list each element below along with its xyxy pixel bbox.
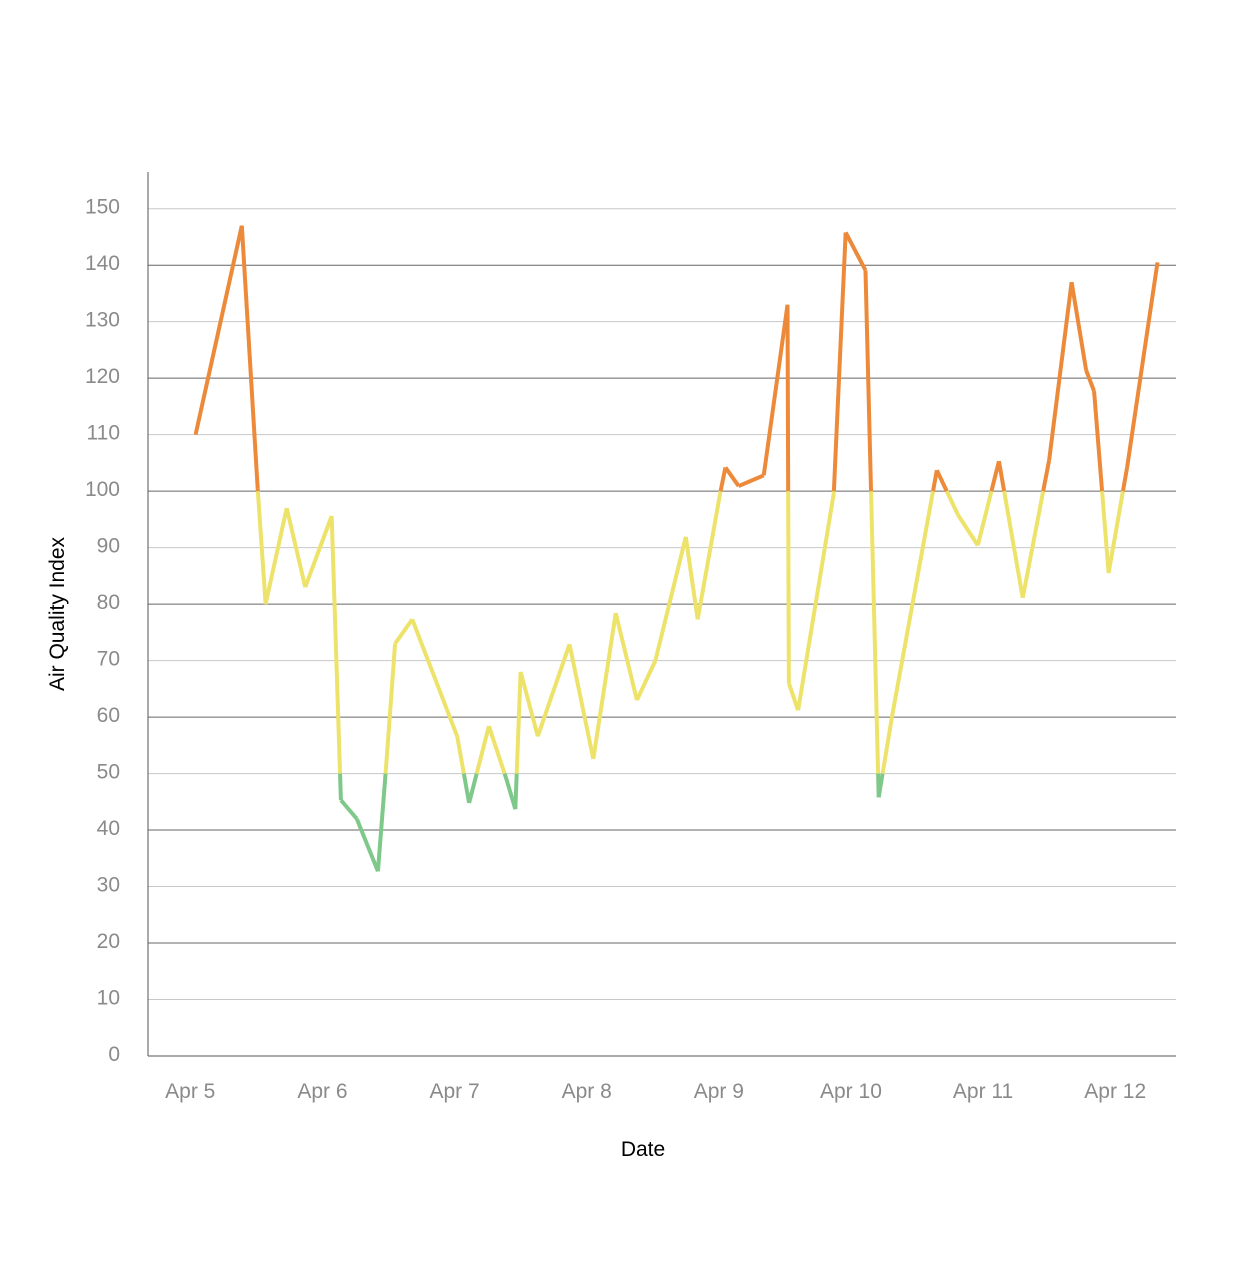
line-segment: [521, 672, 538, 736]
line-segment: [1023, 491, 1043, 598]
x-tick-label: Apr 7: [429, 1080, 479, 1103]
line-segment: [865, 270, 871, 491]
line-segment: [357, 819, 378, 872]
y-tick-label: 130: [85, 309, 120, 332]
y-tick-label: 20: [97, 930, 120, 953]
line-segment: [686, 537, 698, 619]
line-segment: [1127, 262, 1157, 467]
line-segment: [1072, 282, 1087, 370]
line-segment: [788, 305, 789, 491]
line-segment: [1123, 467, 1127, 491]
line-segment: [698, 493, 720, 619]
line-segment: [721, 467, 726, 491]
y-tick-label: 0: [108, 1043, 120, 1066]
line-segment: [883, 717, 892, 773]
y-tick-label: 140: [85, 252, 120, 275]
line-segment: [1094, 391, 1102, 491]
line-segment: [1043, 460, 1049, 491]
line-segment: [655, 537, 685, 661]
line-segment: [515, 774, 516, 810]
line-segment: [616, 613, 637, 700]
y-tick-label: 110: [87, 422, 120, 445]
x-tick-label: Apr 12: [1084, 1080, 1146, 1103]
line-segment: [871, 491, 878, 773]
line-segment: [196, 226, 242, 435]
x-axis-label: Date: [621, 1138, 665, 1161]
line-segment: [305, 516, 331, 587]
line-segment: [958, 515, 978, 546]
line-segment: [1004, 491, 1023, 598]
x-tick-label: Apr 5: [165, 1080, 215, 1103]
line-segment: [1049, 282, 1071, 460]
y-tick-label: 60: [97, 704, 120, 727]
line-segment: [477, 726, 489, 773]
line-segment: [978, 491, 992, 545]
line-segment: [266, 508, 287, 604]
line-segment: [593, 613, 615, 759]
line-segment: [570, 644, 594, 759]
y-tick-label: 30: [97, 874, 120, 897]
x-tick-label: Apr 8: [562, 1080, 612, 1103]
line-segment: [505, 774, 506, 779]
line-segment: [798, 493, 834, 710]
x-tick-label: Apr 10: [820, 1080, 882, 1103]
y-tick-label: 10: [97, 987, 120, 1010]
x-tick-label: Apr 6: [297, 1080, 347, 1103]
line-segment: [789, 683, 798, 710]
line-segment: [637, 661, 655, 701]
x-tick-label: Apr 9: [694, 1080, 744, 1103]
line-segment: [378, 774, 386, 872]
line-segment: [1102, 491, 1109, 573]
line-segment: [386, 644, 395, 771]
line-segment: [739, 475, 764, 486]
y-tick-label: 150: [85, 196, 120, 219]
line-segment: [846, 232, 866, 270]
y-tick-label: 100: [85, 478, 120, 501]
y-tick-label: 120: [85, 365, 120, 388]
y-axis-label: Air Quality Index: [46, 536, 69, 691]
y-tick-label: 70: [97, 648, 120, 671]
line-segment: [395, 619, 412, 643]
line-segment: [341, 800, 357, 819]
line-segment: [834, 232, 846, 491]
line-segment: [332, 516, 340, 774]
line-segment: [725, 467, 738, 486]
x-tick-label: Apr 11: [953, 1080, 1013, 1103]
y-tick-label: 80: [97, 591, 120, 614]
line-segment: [517, 672, 521, 774]
y-tick-label: 90: [97, 535, 120, 558]
line-segment: [999, 461, 1004, 491]
line-segment: [947, 491, 958, 515]
line-segment: [469, 774, 477, 803]
y-tick-label: 40: [97, 817, 120, 840]
line-segment: [1086, 370, 1094, 391]
line-segment: [489, 726, 505, 773]
y-tick-label: 50: [97, 761, 120, 784]
line-segment: [457, 736, 464, 773]
line-segment: [764, 305, 788, 476]
line-segment: [340, 774, 341, 801]
line-segment: [788, 491, 789, 683]
line-segment: [937, 470, 947, 491]
line-segment: [1109, 491, 1123, 573]
line-segment: [412, 619, 457, 736]
line-segment: [538, 644, 570, 736]
